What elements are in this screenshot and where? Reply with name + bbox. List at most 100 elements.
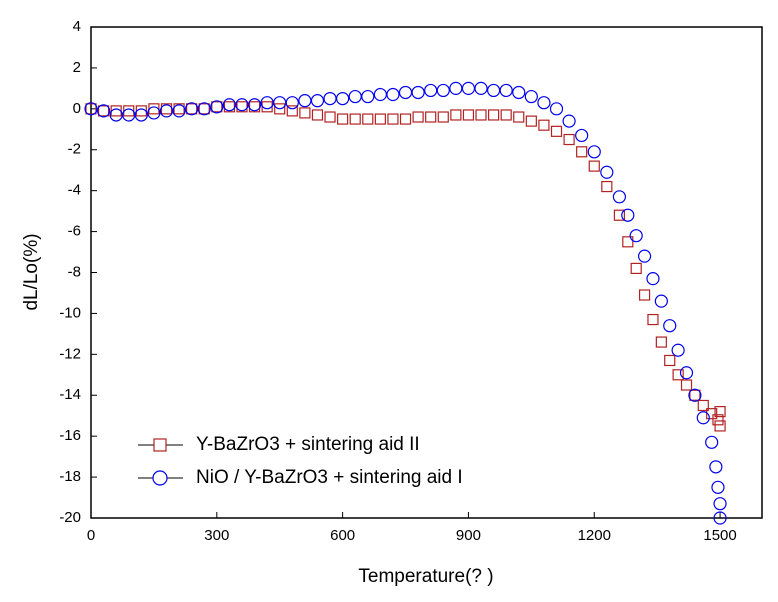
data-point: [475, 109, 487, 121]
data-point: [461, 81, 476, 95]
y-tick-label: -2: [68, 141, 81, 158]
legend-marker: [153, 438, 167, 452]
data-point: [563, 133, 575, 146]
data-point: [538, 119, 550, 131]
x-tick-label: 900: [456, 527, 481, 544]
y-tick-label: -4: [68, 182, 81, 199]
data-point: [299, 107, 311, 119]
data-point: [362, 113, 374, 125]
data-point: [261, 101, 273, 113]
data-point: [488, 109, 500, 121]
data-point: [688, 388, 702, 402]
data-point: [436, 83, 450, 98]
data-point: [524, 89, 538, 104]
data-point: [500, 109, 512, 121]
y-tick-label: -18: [59, 468, 81, 485]
data-point: [185, 102, 199, 116]
data-point: [612, 190, 627, 204]
data-point: [247, 98, 262, 112]
data-point: [709, 460, 723, 474]
legend-label: Y-BaZrO3 + sintering aid II: [196, 434, 420, 455]
data-point: [705, 435, 719, 449]
data-point: [663, 319, 677, 333]
data-point: [537, 96, 551, 110]
data-point: [714, 406, 726, 418]
data-point: [348, 89, 362, 104]
data-point: [487, 83, 501, 98]
data-point: [588, 160, 600, 172]
data-point: [122, 108, 136, 122]
data-point: [349, 113, 361, 125]
x-tick-label: 600: [330, 527, 355, 544]
data-point: [562, 114, 576, 128]
data-point: [310, 94, 325, 108]
data-point: [712, 414, 724, 426]
data-point: [629, 229, 643, 243]
y-tick-label: 0: [73, 100, 81, 117]
data-point: [84, 102, 98, 116]
data-point: [135, 105, 147, 117]
data-point: [655, 336, 667, 348]
data-point: [450, 109, 462, 121]
x-tick-label: 1200: [578, 527, 611, 544]
data-point: [630, 262, 642, 275]
data-point: [462, 109, 475, 121]
data-point: [525, 115, 537, 127]
data-point: [412, 111, 424, 123]
x-tick-label: 300: [204, 527, 229, 544]
data-point: [323, 92, 337, 106]
data-point: [211, 101, 223, 113]
data-point: [613, 209, 626, 221]
data-point: [210, 100, 224, 114]
data-point: [601, 180, 613, 193]
data-point: [311, 109, 324, 121]
y-tick-label: -12: [59, 345, 81, 362]
data-point: [223, 101, 235, 113]
data-point: [646, 272, 660, 286]
data-point: [647, 313, 659, 326]
y-tick-label: -20: [59, 509, 81, 526]
data-point: [714, 420, 726, 432]
data-point: [235, 98, 249, 112]
data-point: [664, 354, 676, 367]
data-point: [637, 249, 652, 263]
data-point: [638, 289, 651, 301]
data-point: [159, 104, 174, 118]
data-point: [671, 343, 685, 357]
data-point: [499, 83, 513, 98]
data-point: [575, 128, 589, 143]
data-point: [437, 111, 449, 123]
data-point: [248, 101, 261, 113]
data-point: [110, 105, 122, 117]
data-point: [411, 85, 425, 100]
data-point: [713, 497, 727, 511]
data-point: [85, 103, 97, 115]
y-axis-label: dL/Lo(%): [21, 233, 42, 310]
y-tick-label: 4: [73, 18, 81, 35]
data-point: [449, 81, 463, 95]
data-point: [336, 92, 350, 106]
data-point: [324, 111, 336, 123]
data-point: [160, 103, 173, 115]
data-point: [337, 113, 349, 125]
data-point: [711, 480, 725, 494]
y-tick-label: -8: [68, 263, 81, 280]
data-point: [689, 389, 701, 401]
data-point: [398, 85, 413, 100]
data-point: [134, 108, 148, 122]
data-point: [123, 105, 135, 117]
data-point: [274, 103, 286, 115]
data-point: [512, 85, 526, 100]
data-point: [97, 105, 110, 117]
data-point: [696, 411, 710, 425]
data-point: [622, 236, 634, 248]
data-point: [273, 96, 287, 110]
data-point: [236, 101, 248, 113]
data-point: [285, 96, 299, 110]
data-point: [424, 83, 438, 98]
data-point: [186, 103, 198, 115]
data-point: [513, 111, 525, 123]
data-point: [679, 366, 694, 380]
